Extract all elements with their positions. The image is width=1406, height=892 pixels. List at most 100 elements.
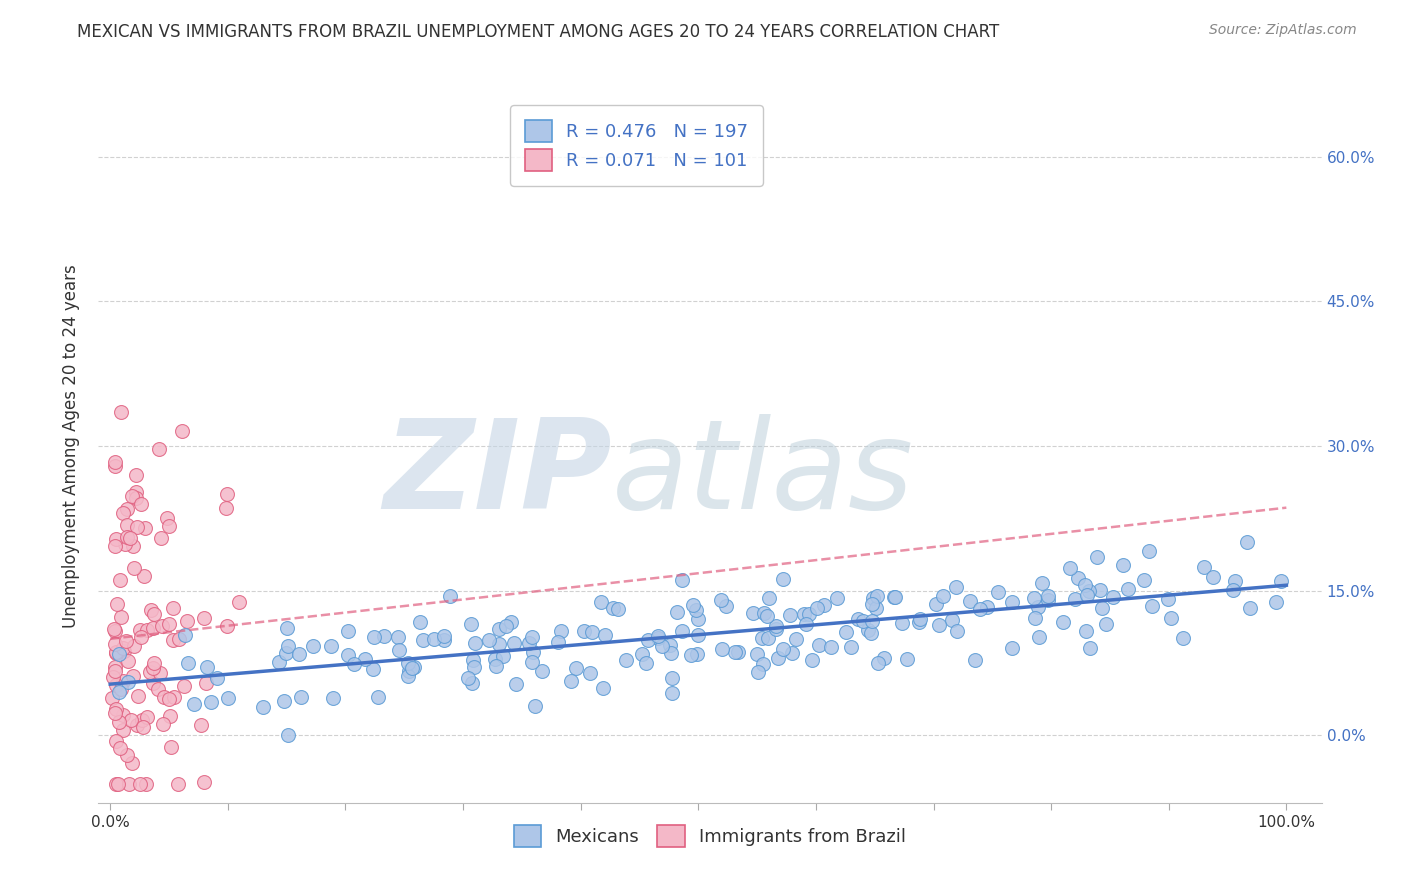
Point [132,568,155,582]
Point [193,611,215,625]
Point [636,657,658,671]
Point [758,591,780,605]
Point [661,686,683,700]
Point [820,640,842,654]
Point [423,632,446,647]
Point [785,632,807,646]
Point [593,627,616,641]
Point [614,653,637,667]
Point [396,669,419,683]
Point [273,693,295,707]
Point [122,668,145,682]
Point [910,612,932,626]
Point [111,708,134,723]
Point [457,671,479,685]
Point [796,617,818,632]
Point [177,657,200,671]
Point [1001,640,1024,655]
Text: MEXICAN VS IMMIGRANTS FROM BRAZIL UNEMPLOYMENT AMONG AGES 20 TO 24 YEARS CORRELA: MEXICAN VS IMMIGRANTS FROM BRAZIL UNEMPL… [77,23,1000,41]
Point [112,643,135,657]
Point [1031,576,1053,591]
Point [148,442,170,457]
Point [1038,589,1060,603]
Point [846,612,869,626]
Point [125,718,148,732]
Point [727,645,749,659]
Point [141,602,163,616]
Point [122,561,145,575]
Point [105,598,128,612]
Point [868,656,890,670]
Point [142,607,165,621]
Point [492,648,515,663]
Point [1137,543,1160,558]
Point [1059,560,1081,574]
Point [129,497,152,511]
Point [173,679,195,693]
Point [1074,624,1097,638]
Point [765,622,787,636]
Point [170,425,193,439]
Point [602,601,624,615]
Point [1024,591,1046,606]
Point [373,629,395,643]
Point [1222,583,1244,598]
Point [267,656,290,670]
Point [159,708,181,723]
Point [565,661,588,675]
Point [1064,591,1087,606]
Point [322,690,344,705]
Point [433,629,456,643]
Point [1140,599,1163,613]
Point [401,660,423,674]
Point [945,624,967,638]
Point [839,640,862,654]
Point [104,734,127,748]
Point [337,648,360,662]
Point [124,484,146,499]
Point [1265,595,1288,609]
Point [387,630,409,644]
Point [884,590,907,604]
Point [685,603,707,617]
Point [108,685,131,699]
Point [367,690,389,705]
Point [398,665,420,679]
Point [117,654,139,668]
Point [146,682,169,697]
Point [742,606,765,620]
Point [353,651,375,665]
Point [117,675,139,690]
Point [607,602,630,616]
Point [631,647,654,661]
Point [121,489,143,503]
Point [217,487,239,501]
Point [1076,588,1098,602]
Point [125,519,148,533]
Y-axis label: Unemployment Among Ages 20 to 24 years: Unemployment Among Ages 20 to 24 years [62,264,80,628]
Point [287,647,309,661]
Point [589,595,612,609]
Point [105,533,128,547]
Point [402,660,425,674]
Point [969,602,991,616]
Point [945,581,967,595]
Point [779,608,801,623]
Point [342,657,364,671]
Point [114,537,136,551]
Point [104,539,127,553]
Point [1028,630,1050,644]
Point [136,710,159,724]
Point [104,637,127,651]
Point [1077,583,1099,598]
Point [755,609,778,624]
Point [891,615,914,630]
Point [101,690,124,705]
Point [104,678,127,692]
Point [132,720,155,734]
Point [131,713,153,727]
Point [108,714,131,729]
Point [127,689,149,703]
Point [659,638,682,652]
Point [484,652,506,666]
